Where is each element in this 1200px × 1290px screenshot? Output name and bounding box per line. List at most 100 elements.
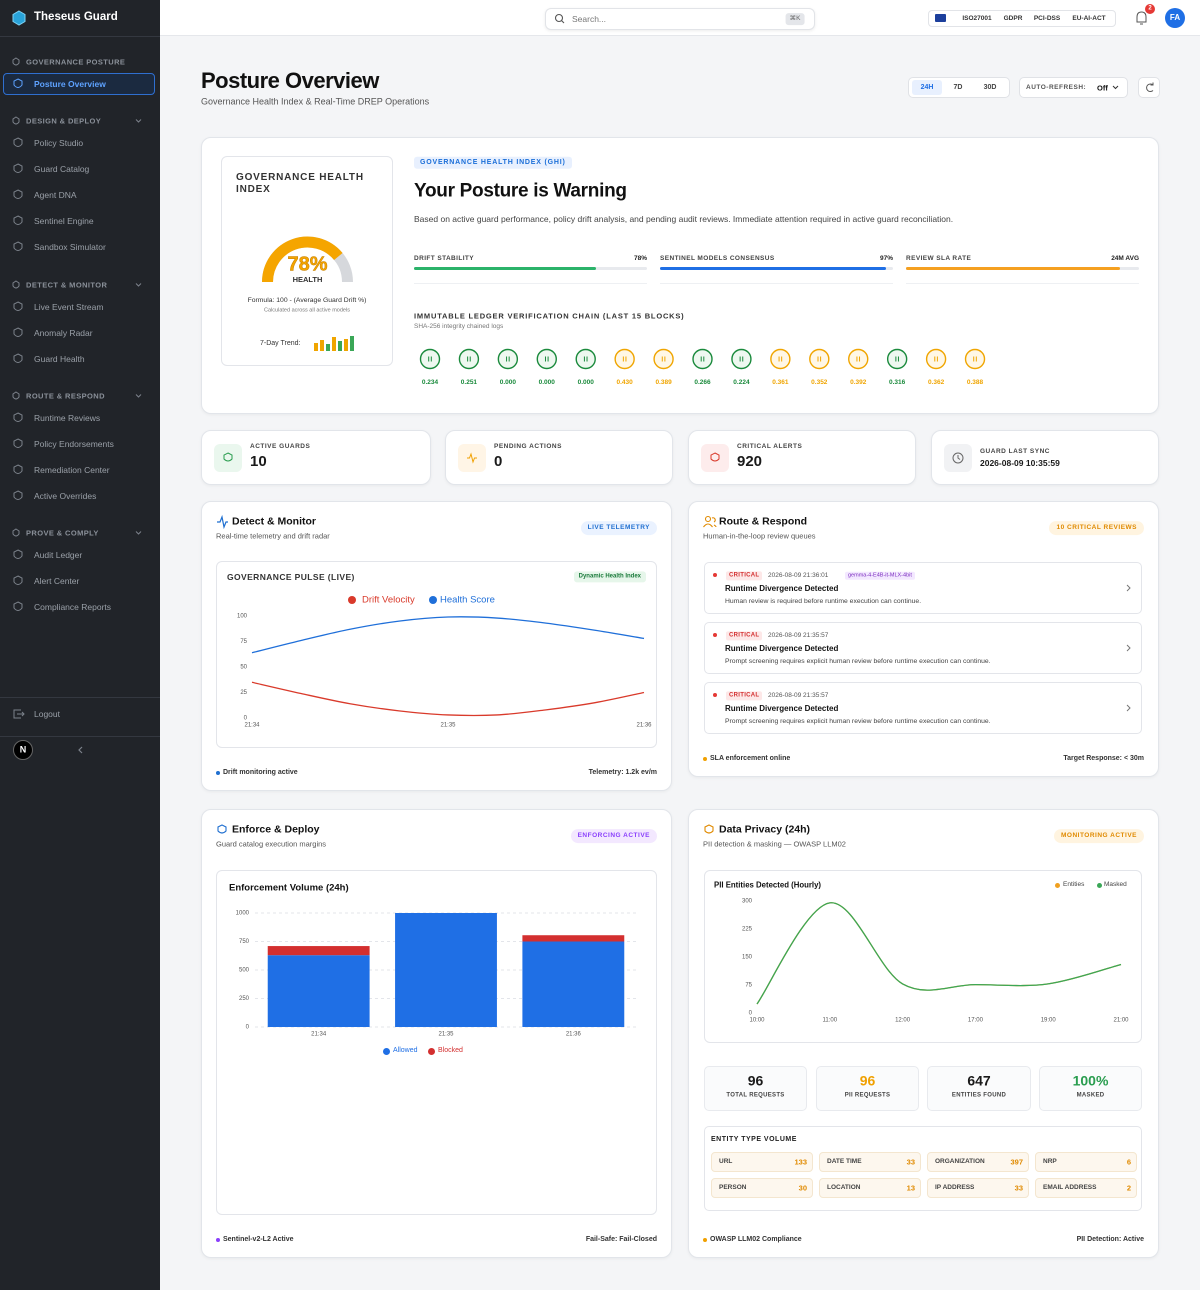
panel-badge: ENFORCING ACTIVE [570, 829, 657, 843]
review-item[interactable] [704, 562, 1142, 614]
range-option[interactable]: 24H [920, 83, 934, 91]
nav-item[interactable]: Anomaly Radar [34, 327, 93, 338]
page-subtitle: Governance Health Index & Real-Time DREP… [201, 96, 430, 107]
notif-count: 2 [1148, 5, 1152, 12]
nav-item[interactable]: Runtime Reviews [34, 412, 101, 423]
framework-box [928, 10, 1116, 27]
nav-item[interactable]: Guard Catalog [34, 163, 90, 174]
framework-badge: ISO27001 [962, 14, 992, 22]
eu-flag [935, 14, 946, 22]
stat-value: 0 [494, 453, 503, 470]
divider [0, 36, 160, 37]
model-tag: gemma-4-E4B-it-MLX-4bit [845, 571, 915, 580]
ledger-title: IMMUTABLE LEDGER VERIFICATION CHAIN (LAS… [414, 311, 685, 321]
framework-badge: PCI-DSS [1033, 14, 1061, 22]
nav-item[interactable]: Policy Endorsements [34, 438, 114, 449]
chart-box [216, 870, 657, 1215]
nav-item[interactable]: Agent DNA [34, 189, 77, 200]
chart-title: PII Entities Detected (Hourly) [714, 880, 822, 890]
metric-value: 97% [879, 255, 893, 263]
entity-label: NRP [1043, 1158, 1057, 1166]
status-dot [216, 771, 220, 775]
review-time: 2026-08-09 21:36:01 [768, 571, 829, 579]
severity: CRITICAL [726, 690, 763, 701]
nav-item[interactable]: Alert Center [34, 575, 80, 586]
metric-divider [906, 283, 1139, 284]
legend-label: Entities [1063, 881, 1085, 889]
refresh-button[interactable] [1138, 77, 1160, 98]
sidebar [0, 0, 160, 1290]
nav-item[interactable]: Compliance Reports [34, 601, 112, 612]
legend-dot [1096, 882, 1102, 888]
entity-chip [819, 1152, 921, 1172]
severity: CRITICAL [726, 630, 763, 641]
stat-icon [458, 444, 486, 472]
review-item[interactable] [704, 682, 1142, 734]
privacy-stat [1039, 1066, 1142, 1111]
review-time: 2026-08-09 21:35:57 [768, 631, 829, 639]
legend-dot [429, 596, 437, 604]
legend-dot [1054, 882, 1060, 888]
logout[interactable]: Logout [34, 708, 60, 719]
stat-label: PENDING ACTIONS [494, 443, 562, 451]
stat-icon [214, 444, 242, 472]
nav-item[interactable]: Sandbox Simulator [34, 241, 106, 252]
framework-badge: EU-AI-ACT [1072, 14, 1106, 22]
nav-item[interactable]: Guard Health [34, 353, 85, 364]
ledger-value: 0.361 [772, 379, 789, 387]
entity-value: 6 [1126, 1157, 1131, 1167]
legend-label: Health Score [440, 594, 495, 606]
search-box[interactable] [545, 8, 815, 30]
entity-value: 2 [1126, 1183, 1131, 1193]
ledger-value: 0.392 [850, 379, 867, 387]
nav-item[interactable]: Audit Ledger [34, 549, 83, 560]
ledger-value: 0.224 [733, 379, 750, 387]
privacy-stat [927, 1066, 1031, 1111]
ledger-subtitle: SHA-256 integrity chained logs [414, 323, 504, 331]
footer-left: Sentinel-v2-L2 Active [223, 1235, 294, 1243]
shortcut: ⌘K [785, 13, 805, 25]
footer-left: Drift monitoring active [223, 768, 298, 776]
ledger-value: 0.362 [927, 379, 945, 387]
review-item[interactable] [704, 622, 1142, 674]
nav-item[interactable]: Posture Overview [34, 78, 106, 89]
entity-chip [711, 1178, 813, 1198]
privacy-stat-value: 96 [859, 1072, 876, 1089]
range-option[interactable]: 30D [983, 83, 997, 91]
range-active [912, 80, 942, 95]
ledger-value: 0.388 [966, 379, 984, 387]
posture-heading: Your Posture is Warning [414, 180, 627, 202]
section-title: DESIGN & DEPLOY [26, 116, 102, 126]
footer-right: PII Detection: Active [1076, 1235, 1144, 1243]
ledger-value: 0.430 [616, 379, 633, 387]
ledger-value: 0.251 [460, 379, 478, 387]
entity-chip [711, 1152, 813, 1172]
entity-label: ORGANIZATION [935, 1158, 985, 1166]
range-option[interactable]: 7D [953, 83, 963, 91]
entity-label: URL [719, 1158, 733, 1166]
stat-label: GUARD LAST SYNC [980, 448, 1050, 456]
metric-label: DRIFT STABILITY [414, 255, 475, 263]
nav-item[interactable]: Active Overrides [34, 490, 97, 501]
stat-label: CRITICAL ALERTS [737, 443, 803, 451]
metric-label: REVIEW SLA RATE [906, 255, 972, 263]
panel-subtitle: Human-in-the-loop review queues [703, 531, 816, 541]
entity-label: IP ADDRESS [935, 1184, 975, 1192]
nav-item[interactable]: Policy Studio [34, 137, 84, 148]
entity-chip [927, 1178, 1029, 1198]
nav-item[interactable]: Sentinel Engine [34, 215, 94, 226]
ledger-value: 0.266 [694, 379, 711, 387]
auto-refresh[interactable] [1019, 77, 1128, 98]
brand: Theseus Guard [34, 11, 118, 24]
auto-refresh-value: Off [1097, 83, 1108, 92]
status-dot [703, 757, 707, 761]
auto-refresh-label: AUTO-REFRESH: [1026, 83, 1087, 91]
entity-value: 133 [794, 1157, 807, 1167]
user-avatar[interactable] [1165, 8, 1185, 28]
trend-label: 7-Day Trend: [260, 339, 301, 347]
nav-item[interactable]: Remediation Center [34, 464, 110, 475]
user-initials: FA [1169, 13, 1181, 23]
severity-dot [713, 573, 717, 577]
nav-item[interactable]: Live Event Stream [34, 301, 104, 312]
legend-label: Allowed [393, 1046, 418, 1054]
